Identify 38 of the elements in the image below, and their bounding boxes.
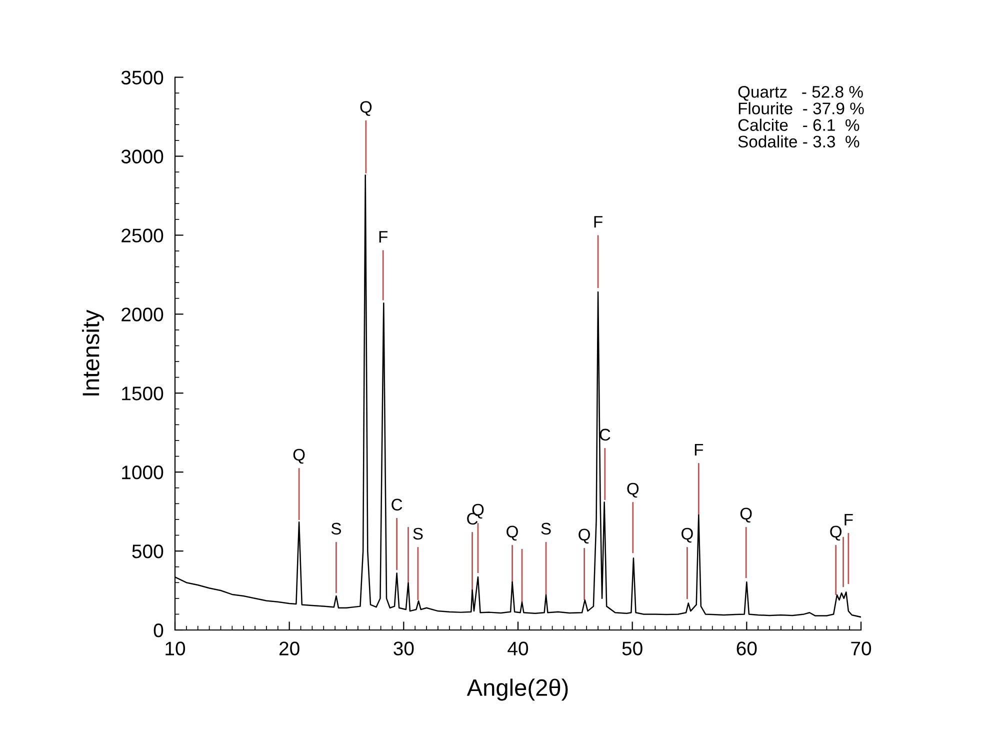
y-tick-label: 3000 [121, 150, 164, 164]
data-label: C [392, 498, 402, 511]
data-label: S [331, 522, 342, 535]
y-tick-label: 1000 [122, 466, 164, 480]
y-tick-label: 3500 [121, 70, 164, 84]
data-label: Q [830, 526, 842, 541]
x-tick-label: 30 [394, 642, 414, 656]
y-tick-label: 500 [132, 544, 164, 558]
data-label: Q [740, 508, 752, 523]
data-label: Q [578, 528, 590, 544]
data-label: C [600, 428, 610, 441]
data-label: F [694, 444, 704, 456]
data-label: F [844, 514, 853, 526]
data-label: S [413, 528, 423, 540]
x-tick-label: 10 [166, 642, 186, 656]
annotation: Sodalite - 3.3 % [738, 135, 860, 148]
x-tick-label: 20 [280, 642, 300, 656]
data-label: Q [360, 101, 372, 116]
x-axis-title: Angle(2θ) [466, 678, 568, 701]
x-tick-label: 40 [508, 642, 528, 656]
x-tick-label: 50 [622, 642, 642, 656]
data-label: F [594, 216, 602, 228]
y-tick-label: 0 [154, 623, 164, 638]
y-axis-title: Intensity [82, 310, 104, 396]
data-label: S [541, 522, 551, 535]
y-tick-label: 1500 [122, 386, 164, 400]
annotation: Calcite - 6.1 % [738, 118, 860, 131]
data-label: Q [506, 526, 518, 541]
data-label: Q [627, 482, 639, 498]
data-label: Q [293, 448, 305, 464]
data-label: Q [682, 528, 693, 543]
annotation: Quartz - 52.8 % [738, 86, 863, 101]
y-tick-label: 2500 [122, 228, 164, 242]
data-label: F [379, 231, 388, 243]
x-tick-label: 60 [736, 642, 757, 656]
y-tick-label: 2000 [122, 308, 164, 322]
x-tick-label: 70 [851, 642, 872, 656]
annotation: Flourite - 37.9 % [738, 102, 864, 114]
